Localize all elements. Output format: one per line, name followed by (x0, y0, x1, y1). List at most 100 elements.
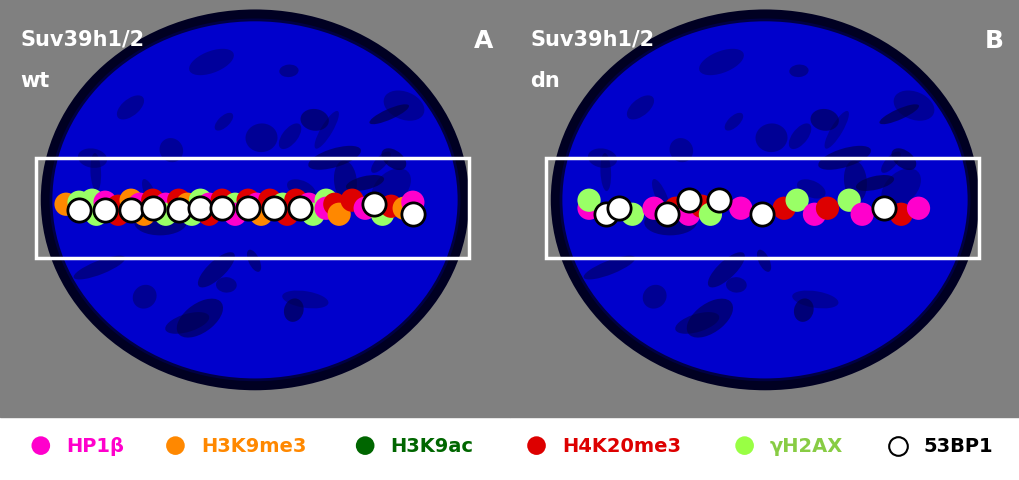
Point (136, 211, 152, 219)
Ellipse shape (893, 91, 933, 121)
Text: 53BP1: 53BP1 (922, 436, 991, 455)
Ellipse shape (142, 180, 160, 213)
Ellipse shape (77, 149, 107, 168)
Ellipse shape (278, 124, 301, 150)
Point (266, 205, 282, 213)
Ellipse shape (644, 210, 696, 236)
Point (192, 205, 209, 213)
Ellipse shape (756, 250, 770, 272)
Ellipse shape (843, 161, 866, 203)
Ellipse shape (560, 21, 968, 380)
Point (123, 207, 140, 215)
Point (405, 199, 421, 206)
Point (291, 205, 308, 213)
Ellipse shape (381, 149, 406, 171)
Point (97, 207, 113, 215)
Point (789, 197, 805, 204)
Point (110, 203, 126, 211)
Point (702, 211, 718, 219)
Point (227, 211, 244, 219)
Text: Suv39h1/2: Suv39h1/2 (530, 29, 654, 49)
Ellipse shape (686, 299, 733, 338)
Ellipse shape (135, 210, 186, 236)
Point (239, 205, 256, 213)
Ellipse shape (308, 146, 361, 170)
Ellipse shape (823, 112, 848, 149)
Point (179, 201, 196, 209)
Point (131, 201, 148, 209)
Ellipse shape (117, 96, 144, 120)
Ellipse shape (600, 154, 610, 192)
Text: H3K9ac: H3K9ac (390, 436, 473, 455)
Point (97, 199, 113, 206)
Text: A: A (474, 29, 493, 53)
Ellipse shape (698, 50, 743, 76)
Ellipse shape (165, 312, 209, 334)
Ellipse shape (627, 96, 653, 120)
Point (754, 211, 770, 219)
Text: HP1β: HP1β (66, 436, 124, 455)
Point (528, 442, 544, 449)
Point (806, 211, 822, 219)
Point (71, 207, 88, 215)
Ellipse shape (371, 152, 390, 173)
Point (123, 197, 140, 204)
Point (214, 197, 230, 204)
Point (910, 205, 926, 213)
Point (110, 211, 126, 219)
Point (875, 205, 892, 213)
Point (710, 197, 727, 204)
Point (581, 205, 597, 213)
Point (645, 205, 661, 213)
Point (318, 205, 334, 213)
Point (331, 211, 347, 219)
Ellipse shape (651, 180, 669, 213)
Ellipse shape (132, 285, 157, 309)
Point (274, 201, 290, 209)
Point (624, 211, 640, 219)
Point (88, 211, 105, 219)
Ellipse shape (216, 277, 236, 293)
Ellipse shape (279, 65, 299, 78)
Ellipse shape (189, 50, 233, 76)
Point (145, 197, 161, 204)
Ellipse shape (880, 169, 920, 208)
Point (170, 197, 186, 204)
Point (201, 211, 217, 219)
Ellipse shape (301, 109, 328, 132)
Point (597, 211, 613, 219)
Point (326, 201, 342, 209)
Bar (36, 159, 469, 259)
Point (71, 199, 88, 206)
Point (84, 197, 100, 204)
Point (343, 197, 360, 204)
Point (192, 197, 209, 204)
Point (889, 442, 905, 449)
Point (167, 442, 183, 449)
Point (610, 205, 627, 213)
Ellipse shape (176, 299, 223, 338)
Ellipse shape (369, 105, 409, 125)
Ellipse shape (383, 91, 424, 121)
Point (581, 197, 597, 204)
Text: H3K9me3: H3K9me3 (201, 436, 306, 455)
Point (357, 205, 373, 213)
Ellipse shape (247, 250, 261, 272)
Ellipse shape (587, 149, 616, 168)
Ellipse shape (345, 176, 384, 192)
Point (680, 197, 696, 204)
Point (818, 205, 835, 213)
Ellipse shape (283, 299, 304, 322)
Point (287, 197, 304, 204)
Ellipse shape (726, 277, 746, 293)
Point (158, 211, 174, 219)
Point (158, 201, 174, 209)
Point (383, 203, 399, 211)
Point (318, 197, 334, 204)
Point (278, 211, 296, 219)
Ellipse shape (198, 252, 234, 288)
Point (732, 205, 748, 213)
Text: B: B (983, 29, 1003, 53)
Point (374, 211, 390, 219)
Ellipse shape (788, 124, 810, 150)
